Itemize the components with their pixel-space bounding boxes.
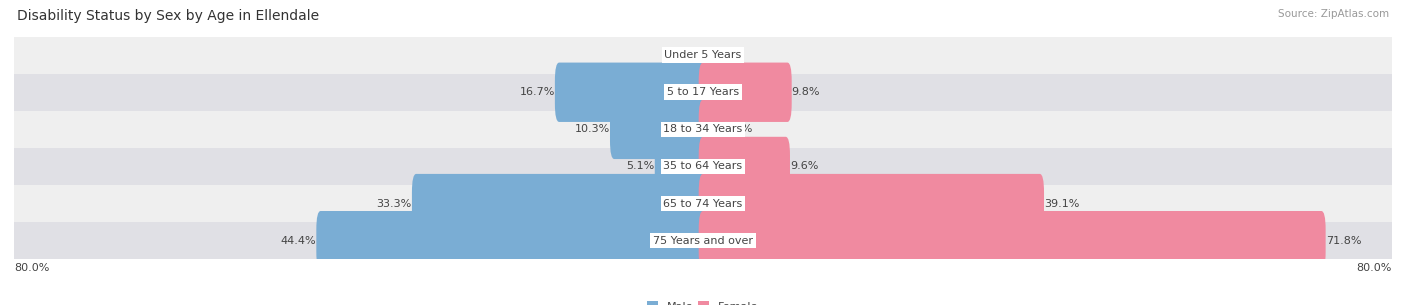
Text: 9.6%: 9.6% — [790, 161, 818, 171]
Text: Under 5 Years: Under 5 Years — [665, 50, 741, 60]
Text: 33.3%: 33.3% — [377, 199, 412, 209]
Text: 18 to 34 Years: 18 to 34 Years — [664, 124, 742, 135]
Text: 5 to 17 Years: 5 to 17 Years — [666, 87, 740, 97]
Text: 0.0%: 0.0% — [666, 50, 695, 60]
Text: 39.1%: 39.1% — [1045, 199, 1080, 209]
FancyBboxPatch shape — [699, 100, 724, 159]
Text: 9.8%: 9.8% — [792, 87, 820, 97]
FancyBboxPatch shape — [699, 174, 1045, 233]
Text: 65 to 74 Years: 65 to 74 Years — [664, 199, 742, 209]
Bar — [14, 222, 1392, 259]
FancyBboxPatch shape — [610, 100, 707, 159]
Text: 10.3%: 10.3% — [575, 124, 610, 135]
Text: Disability Status by Sex by Age in Ellendale: Disability Status by Sex by Age in Ellen… — [17, 9, 319, 23]
Text: 80.0%: 80.0% — [14, 263, 49, 273]
Text: 44.4%: 44.4% — [281, 236, 316, 246]
Bar — [14, 74, 1392, 111]
FancyBboxPatch shape — [699, 137, 790, 196]
Bar — [14, 148, 1392, 185]
Bar — [14, 37, 1392, 74]
Text: 5.1%: 5.1% — [627, 161, 655, 171]
FancyBboxPatch shape — [699, 63, 792, 122]
Text: 80.0%: 80.0% — [1357, 263, 1392, 273]
Text: 75 Years and over: 75 Years and over — [652, 236, 754, 246]
Legend: Male, Female: Male, Female — [643, 297, 763, 305]
FancyBboxPatch shape — [699, 211, 1326, 271]
FancyBboxPatch shape — [655, 137, 707, 196]
Bar — [14, 111, 1392, 148]
Text: 35 to 64 Years: 35 to 64 Years — [664, 161, 742, 171]
Text: 2.0%: 2.0% — [724, 124, 752, 135]
FancyBboxPatch shape — [316, 211, 707, 271]
Text: 71.8%: 71.8% — [1326, 236, 1361, 246]
Bar — [14, 185, 1392, 222]
Text: 16.7%: 16.7% — [519, 87, 555, 97]
Text: Source: ZipAtlas.com: Source: ZipAtlas.com — [1278, 9, 1389, 19]
Text: 0.0%: 0.0% — [711, 50, 740, 60]
FancyBboxPatch shape — [555, 63, 707, 122]
FancyBboxPatch shape — [412, 174, 707, 233]
